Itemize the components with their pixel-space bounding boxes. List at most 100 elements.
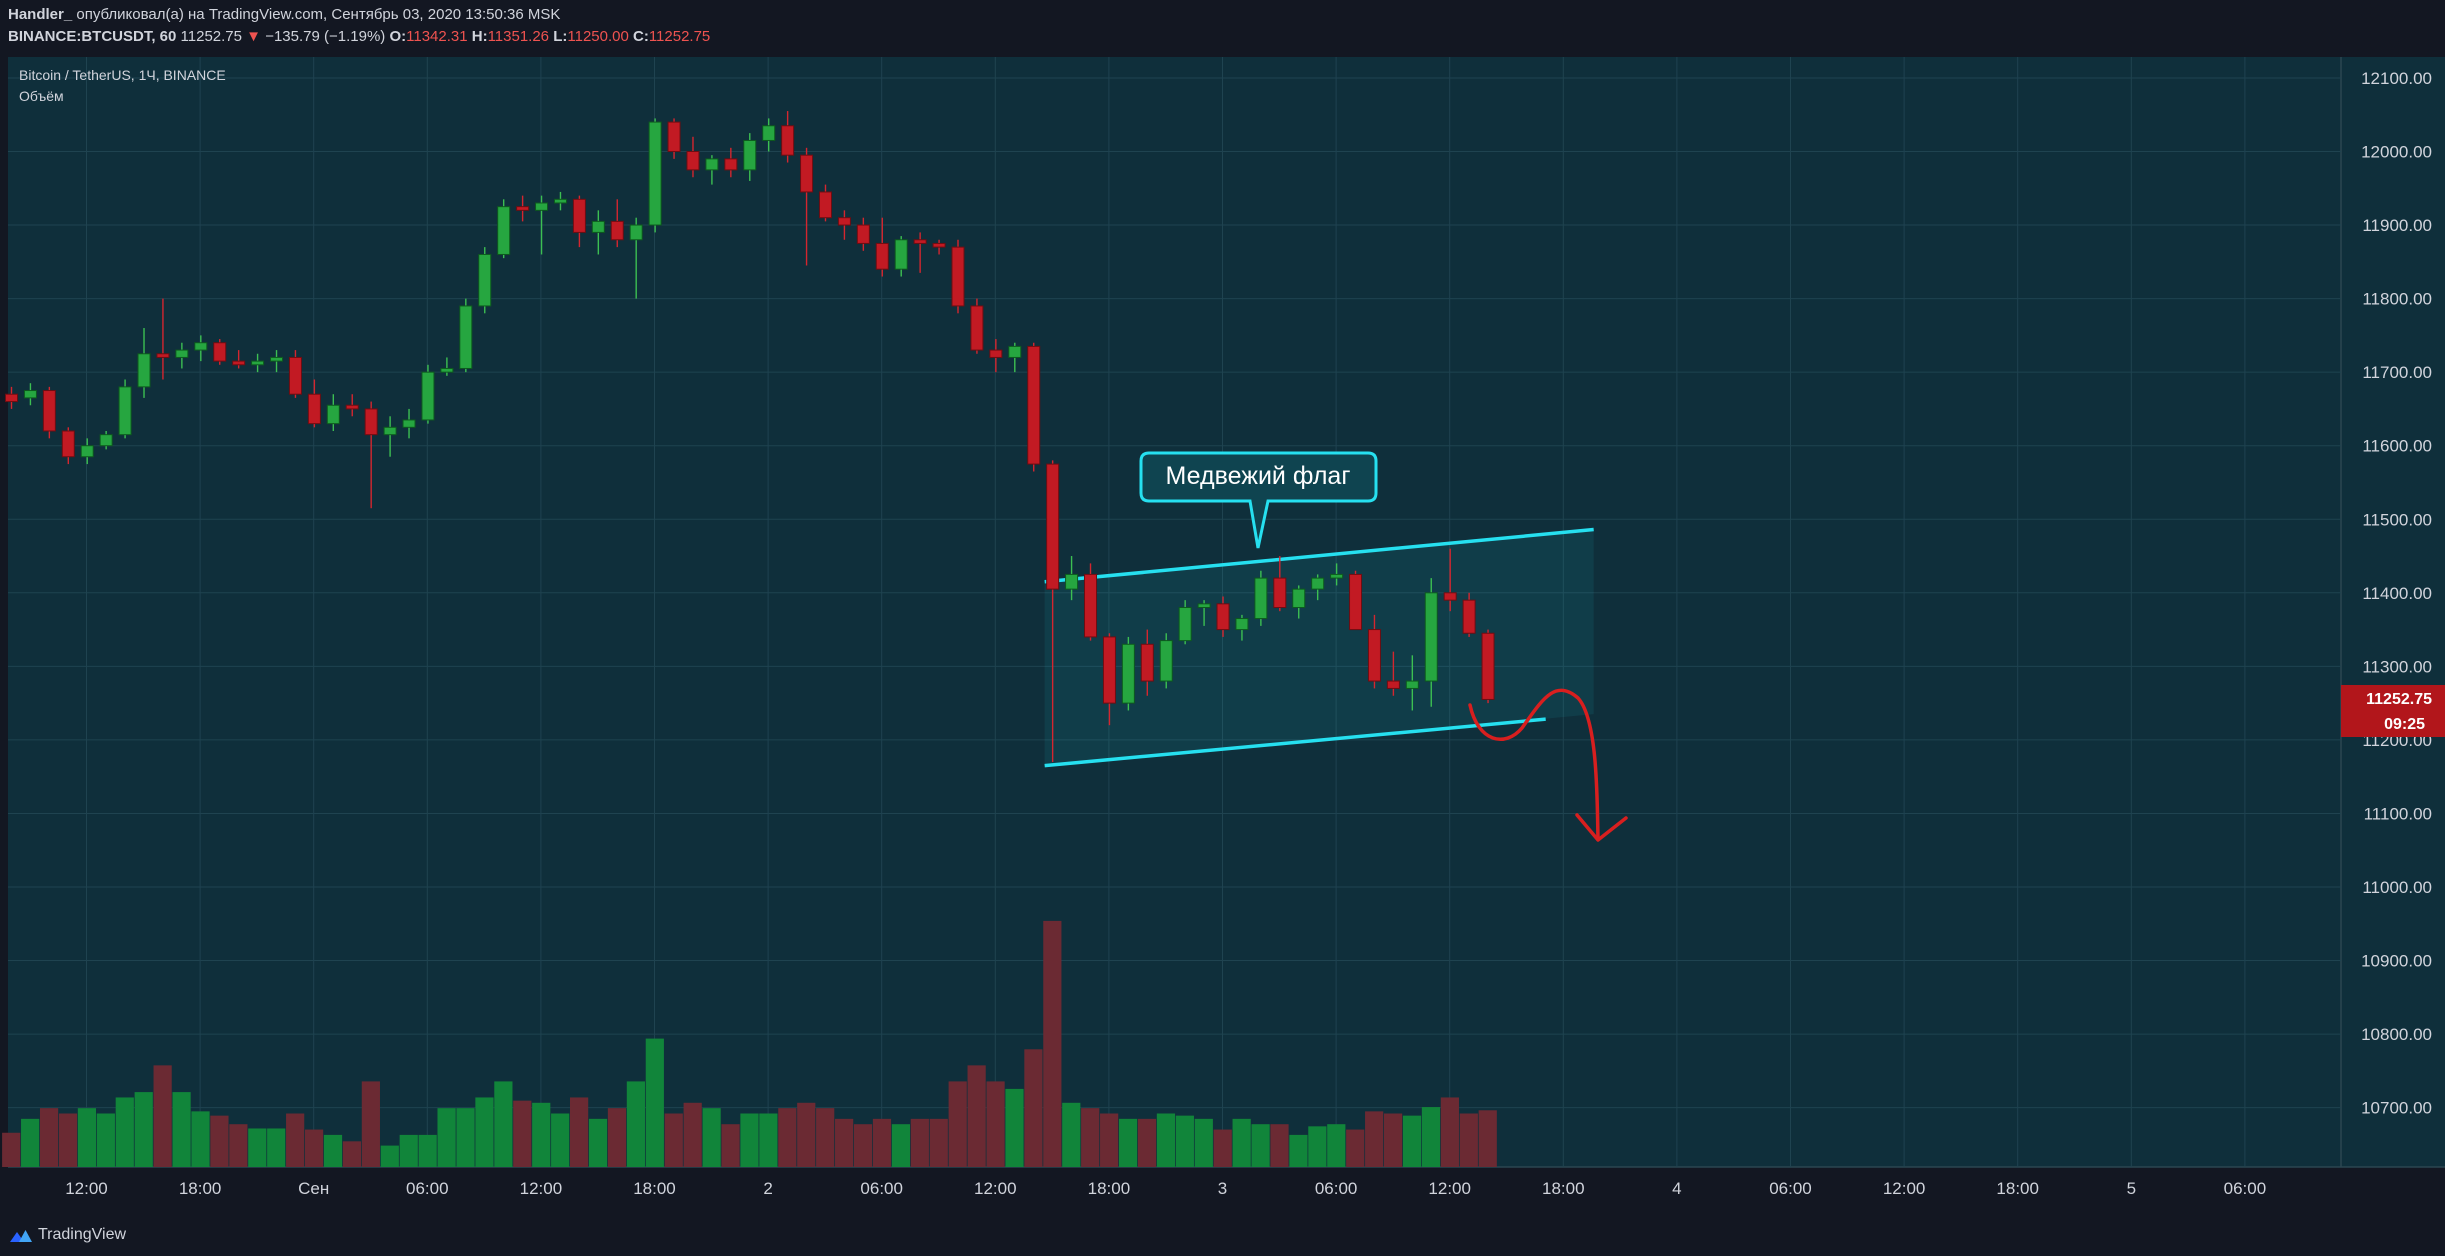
candle-body (1330, 573, 1344, 579)
volume-bar (267, 1128, 286, 1167)
candle (1140, 629, 1154, 696)
candle (1386, 651, 1400, 696)
channel-lower-line (1044, 717, 1546, 768)
volume-bar (513, 1100, 532, 1167)
volume-bar (2, 1132, 21, 1167)
time-axis[interactable]: 12:00 18:00 Сен 06:00 12:00 18:00 2 06:00 12:00 1… (65, 1179, 2266, 1198)
candle-body (970, 305, 984, 351)
volume-bar (1478, 1110, 1497, 1167)
volume-bar (551, 1113, 570, 1167)
candle-body (610, 220, 624, 241)
candle (648, 118, 662, 233)
brand-name: TradingView (38, 1226, 127, 1243)
header-bar: Handler_ опубликовал(а) на TradingView.c… (0, 0, 2445, 52)
volume-bar (872, 1118, 892, 1167)
candle (307, 379, 321, 428)
volume-bar (1062, 1102, 1081, 1167)
volume-bar (1175, 1115, 1194, 1167)
candle-body (951, 246, 965, 307)
candle-body (364, 408, 378, 436)
candle (232, 350, 246, 369)
volume-bar (1251, 1124, 1270, 1167)
candle (989, 339, 1003, 373)
volume-bar (1043, 920, 1062, 1167)
candle-body (837, 217, 851, 226)
close-value: 11252.75 (648, 28, 711, 45)
candle (1292, 585, 1306, 619)
candle-body (383, 426, 397, 436)
volume-bar (778, 1108, 797, 1167)
time-axis-label: 18:00 (1088, 1179, 1131, 1198)
price-tag-value: 11252.75 (2366, 691, 2432, 708)
change-down-icon: ▼ (246, 28, 262, 45)
volume-bar (1346, 1129, 1365, 1167)
candle (1065, 556, 1079, 601)
price-axis-background[interactable] (2341, 57, 2445, 1167)
volume-bar (967, 1065, 986, 1167)
candle-body (667, 121, 681, 153)
candle (326, 394, 340, 431)
candle-body (5, 393, 18, 403)
candle-body (156, 353, 170, 358)
candle-body (1008, 345, 1022, 358)
candle (194, 335, 208, 362)
channel-upper-line (1044, 527, 1594, 584)
symbol-label: BINANCE:BTCUSDT, 60 (8, 28, 177, 45)
volume-bar (21, 1118, 40, 1167)
volume-bar (210, 1115, 229, 1167)
candle-body (1273, 577, 1287, 609)
volume-bar (39, 1108, 59, 1167)
candle (1216, 596, 1230, 637)
callout-box[interactable]: Медвежий флаг (1139, 451, 1378, 549)
volume-bar (570, 1097, 589, 1167)
candle-body (307, 393, 321, 425)
candle (1008, 342, 1022, 373)
candle (478, 247, 492, 314)
candle (1102, 633, 1116, 726)
candle (705, 155, 719, 185)
candle (970, 298, 984, 354)
price-tag-box (2341, 685, 2445, 737)
candle (572, 195, 586, 248)
price-axis-label: 11900.00 (2362, 216, 2432, 235)
candle-body (1178, 607, 1192, 642)
plot-background[interactable] (8, 57, 2341, 1167)
volume-bar (1213, 1129, 1232, 1167)
candle (1178, 600, 1192, 645)
open-value: 11342.31 (406, 28, 468, 45)
candle (667, 118, 681, 159)
tradingview-logo[interactable]: TradingView (10, 1226, 126, 1244)
candle-body (629, 224, 643, 241)
price-axis-label: 11700.00 (2362, 363, 2432, 382)
author-name[interactable]: Handler_ (8, 6, 73, 23)
candle-body (1216, 603, 1230, 631)
candle (1121, 636, 1135, 711)
bear-flag-channel[interactable] (1044, 527, 1594, 768)
candle (1197, 600, 1211, 626)
volume-bar (191, 1111, 210, 1167)
candle (894, 236, 908, 277)
candle-body (1254, 577, 1268, 620)
chart-area[interactable]: Медвежий флаг 12100.00 12000.00 11900.00 11… (0, 52, 2445, 1216)
callout-shape (1139, 451, 1378, 549)
candle (951, 239, 965, 314)
volume-bar (77, 1108, 97, 1167)
candle (251, 353, 265, 373)
candle (837, 210, 851, 240)
price-axis-label: 11300.00 (2362, 657, 2432, 676)
candle (459, 298, 473, 373)
candle-body (875, 242, 889, 270)
bearish-arrow[interactable] (1468, 688, 1628, 842)
price-axis[interactable]: 12100.00 12000.00 11900.00 11800.00 11700.00… (2361, 69, 2432, 1118)
candle-body (213, 342, 227, 362)
volume-bar (929, 1118, 948, 1167)
candle (762, 118, 776, 152)
time-axis-label: 06:00 (860, 1179, 903, 1198)
candle-body (648, 121, 662, 226)
low-label: L: (553, 28, 568, 45)
volume-bar (702, 1108, 721, 1167)
price-chart[interactable]: Медвежий флаг 12100.00 12000.00 11900.00 11… (0, 52, 2445, 1216)
candle (99, 430, 113, 450)
volume-bar (588, 1118, 608, 1167)
volume-bar (532, 1102, 551, 1167)
